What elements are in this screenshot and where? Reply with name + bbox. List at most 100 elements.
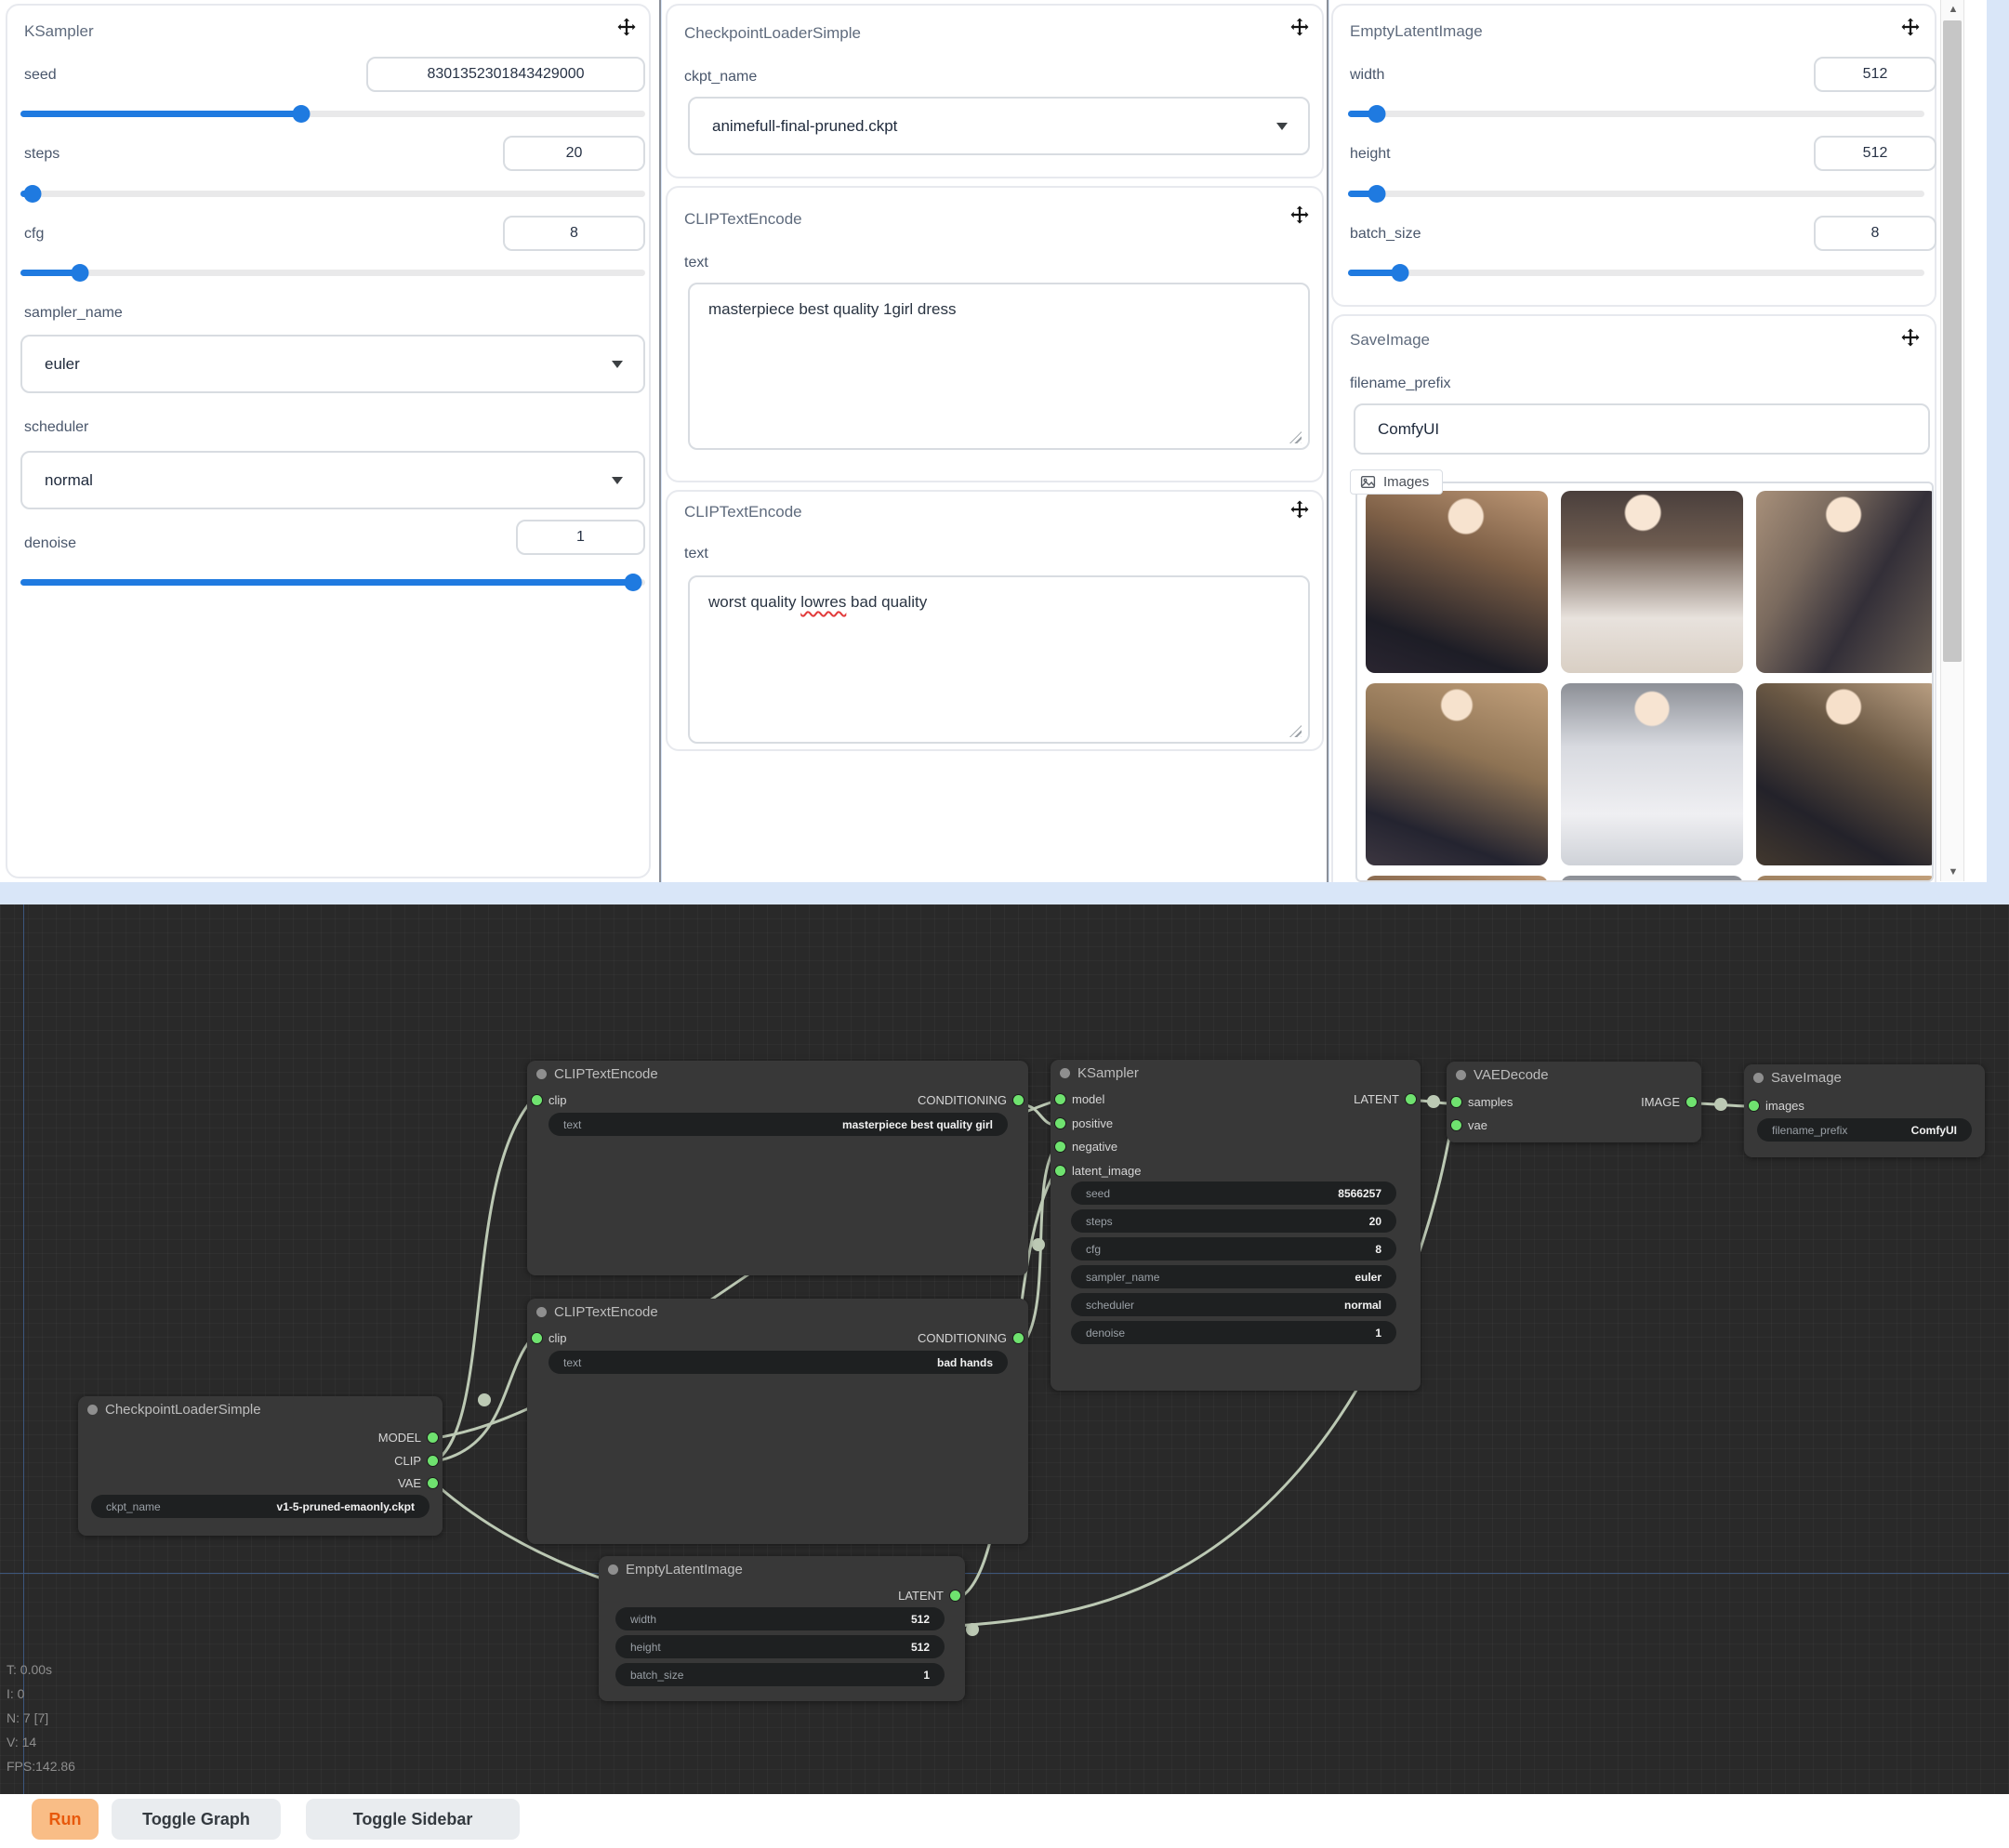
graph-node-save-image[interactable]: SaveImage images filename_prefix ComfyUI bbox=[1744, 1064, 1985, 1157]
collapse-dot-icon[interactable] bbox=[536, 1069, 547, 1079]
generated-image[interactable] bbox=[1561, 876, 1743, 880]
node-title[interactable]: EmptyLatentImage bbox=[608, 1562, 743, 1577]
width-slider[interactable] bbox=[1348, 104, 1924, 123]
node-title[interactable]: CLIPTextEncode bbox=[536, 1304, 658, 1320]
column-splitter[interactable] bbox=[659, 0, 661, 882]
collapse-dot-icon[interactable] bbox=[1456, 1070, 1466, 1080]
input-port-images[interactable]: images bbox=[1749, 1099, 1804, 1113]
port-dot-icon[interactable] bbox=[1055, 1166, 1065, 1176]
collapse-dot-icon[interactable] bbox=[608, 1564, 618, 1575]
move-icon[interactable] bbox=[1289, 499, 1311, 521]
generated-image[interactable] bbox=[1561, 491, 1743, 673]
negative-prompt-textarea[interactable]: worst quality lowres bad quality bbox=[688, 575, 1310, 744]
input-port-samples[interactable]: samples bbox=[1451, 1095, 1513, 1109]
generated-image[interactable] bbox=[1366, 876, 1548, 880]
scroll-down-icon[interactable]: ▼ bbox=[1948, 866, 1959, 878]
batch-size-slider[interactable] bbox=[1348, 263, 1924, 282]
column-splitter[interactable] bbox=[1327, 0, 1328, 882]
collapse-dot-icon[interactable] bbox=[536, 1307, 547, 1317]
port-dot-icon[interactable] bbox=[1055, 1094, 1065, 1104]
width-widget[interactable]: width 512 bbox=[615, 1607, 945, 1630]
input-port-clip[interactable]: clip bbox=[532, 1331, 567, 1345]
denoise-input[interactable]: 1 bbox=[516, 520, 645, 555]
panel-scrollbar[interactable]: ▲ ▼ bbox=[1940, 0, 1964, 881]
filename-prefix-input[interactable]: ComfyUI bbox=[1354, 403, 1930, 455]
input-port-latent-image[interactable]: latent_image bbox=[1055, 1164, 1141, 1178]
port-dot-icon[interactable] bbox=[1686, 1097, 1697, 1107]
graph-node-vae-decode[interactable]: VAEDecode samples IMAGE vae bbox=[1447, 1062, 1701, 1142]
generated-image[interactable] bbox=[1756, 491, 1932, 673]
node-graph-canvas[interactable]: CLIPTextEncode clip CONDITIONING text ma… bbox=[0, 904, 2009, 1794]
cfg-slider[interactable] bbox=[20, 263, 645, 282]
port-dot-icon[interactable] bbox=[1013, 1333, 1024, 1343]
seed-input[interactable]: 8301352301843429000 bbox=[366, 57, 645, 92]
move-icon[interactable] bbox=[1289, 17, 1311, 39]
sampler-name-widget[interactable]: sampler_name euler bbox=[1071, 1265, 1396, 1288]
node-title[interactable]: SaveImage bbox=[1753, 1070, 1842, 1086]
graph-node-ksampler[interactable]: KSampler model LATENT positive negative … bbox=[1051, 1060, 1421, 1391]
port-dot-icon[interactable] bbox=[428, 1432, 438, 1443]
run-button[interactable]: Run bbox=[32, 1799, 99, 1840]
input-port-model[interactable]: model bbox=[1055, 1092, 1104, 1106]
ckpt-name-select[interactable]: animefull-final-pruned.ckpt bbox=[688, 97, 1310, 155]
port-dot-icon[interactable] bbox=[532, 1333, 542, 1343]
port-dot-icon[interactable] bbox=[428, 1478, 438, 1488]
resize-handle-icon[interactable] bbox=[1289, 431, 1302, 443]
generated-image[interactable] bbox=[1756, 683, 1932, 865]
width-input[interactable]: 512 bbox=[1814, 57, 1936, 92]
port-dot-icon[interactable] bbox=[1749, 1101, 1759, 1111]
denoise-widget[interactable]: denoise 1 bbox=[1071, 1321, 1396, 1344]
collapse-dot-icon[interactable] bbox=[1753, 1073, 1764, 1083]
input-port-positive[interactable]: positive bbox=[1055, 1116, 1113, 1130]
seed-widget[interactable]: seed 8566257 bbox=[1071, 1181, 1396, 1205]
steps-slider[interactable] bbox=[20, 184, 645, 203]
text-widget[interactable]: text bad hands bbox=[549, 1351, 1008, 1374]
output-port-conditioning[interactable]: CONDITIONING bbox=[918, 1331, 1024, 1345]
seed-slider[interactable] bbox=[20, 104, 645, 123]
move-icon[interactable] bbox=[1899, 327, 1922, 350]
port-dot-icon[interactable] bbox=[428, 1456, 438, 1466]
output-port-image[interactable]: IMAGE bbox=[1641, 1095, 1697, 1109]
steps-input[interactable]: 20 bbox=[503, 136, 645, 171]
cfg-widget[interactable]: cfg 8 bbox=[1071, 1237, 1396, 1261]
move-icon[interactable] bbox=[1289, 205, 1311, 227]
port-dot-icon[interactable] bbox=[1451, 1097, 1461, 1107]
port-dot-icon[interactable] bbox=[532, 1095, 542, 1105]
node-title[interactable]: VAEDecode bbox=[1456, 1067, 1549, 1083]
move-icon[interactable] bbox=[1899, 17, 1922, 39]
ckpt-name-widget[interactable]: ckpt_name v1-5-pruned-emaonly.ckpt bbox=[91, 1495, 430, 1518]
height-widget[interactable]: height 512 bbox=[615, 1635, 945, 1658]
output-port-conditioning[interactable]: CONDITIONING bbox=[918, 1093, 1024, 1107]
filename-prefix-widget[interactable]: filename_prefix ComfyUI bbox=[1757, 1118, 1972, 1142]
batch-size-input[interactable]: 8 bbox=[1814, 216, 1936, 251]
input-port-negative[interactable]: negative bbox=[1055, 1140, 1117, 1154]
graph-node-empty-latent-image[interactable]: EmptyLatentImage LATENT width 512 height 5… bbox=[599, 1556, 965, 1701]
generated-image[interactable] bbox=[1366, 683, 1548, 865]
output-port-clip[interactable]: CLIP bbox=[394, 1454, 438, 1468]
resize-handle-icon[interactable] bbox=[1289, 725, 1302, 737]
denoise-slider[interactable] bbox=[20, 573, 645, 591]
output-port-vae[interactable]: VAE bbox=[398, 1476, 438, 1490]
port-dot-icon[interactable] bbox=[950, 1591, 960, 1601]
collapse-dot-icon[interactable] bbox=[1060, 1068, 1070, 1078]
output-port-latent[interactable]: LATENT bbox=[898, 1589, 960, 1603]
text-widget[interactable]: text masterpiece best quality girl bbox=[549, 1113, 1008, 1136]
move-icon[interactable] bbox=[615, 17, 638, 39]
height-slider[interactable] bbox=[1348, 184, 1924, 203]
graph-node-clip-text-positive[interactable]: CLIPTextEncode clip CONDITIONING text ma… bbox=[527, 1061, 1028, 1275]
toggle-sidebar-button[interactable]: Toggle Sidebar bbox=[306, 1799, 520, 1840]
port-dot-icon[interactable] bbox=[1013, 1095, 1024, 1105]
sampler-name-select[interactable]: euler bbox=[20, 335, 645, 393]
steps-widget[interactable]: steps 20 bbox=[1071, 1209, 1396, 1233]
graph-node-checkpoint-loader[interactable]: CheckpointLoaderSimple MODEL CLIP VAE ck… bbox=[78, 1396, 443, 1536]
input-port-vae[interactable]: vae bbox=[1451, 1118, 1487, 1132]
port-dot-icon[interactable] bbox=[1406, 1094, 1416, 1104]
scroll-up-icon[interactable]: ▲ bbox=[1948, 4, 1959, 15]
port-dot-icon[interactable] bbox=[1451, 1120, 1461, 1130]
generated-image[interactable] bbox=[1561, 683, 1743, 865]
graph-node-clip-text-negative[interactable]: CLIPTextEncode clip CONDITIONING text ba… bbox=[527, 1299, 1028, 1544]
height-input[interactable]: 512 bbox=[1814, 136, 1936, 171]
positive-prompt-textarea[interactable]: masterpiece best quality 1girl dress bbox=[688, 283, 1310, 450]
node-title[interactable]: KSampler bbox=[1060, 1065, 1139, 1081]
node-title[interactable]: CLIPTextEncode bbox=[536, 1066, 658, 1082]
